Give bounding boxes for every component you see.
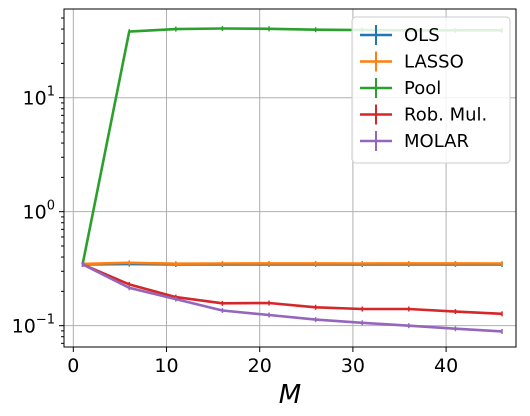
x-tick-label: 10 bbox=[154, 355, 178, 377]
x-tick-label: 0 bbox=[67, 355, 79, 377]
x-tick-label: 20 bbox=[248, 355, 272, 377]
x-axis-label: M bbox=[279, 380, 301, 410]
axis-ticks: 0 10 20 30 40 10−1 100 101 bbox=[12, 17, 458, 377]
y-tick-label: 10−1 bbox=[12, 313, 55, 338]
legend-label-pool: Pool bbox=[404, 78, 441, 99]
series-line-rob-mul bbox=[82, 263, 503, 316]
legend-box bbox=[351, 16, 511, 164]
legend-label-molar: MOLAR bbox=[404, 131, 469, 152]
series-line-molar bbox=[82, 263, 503, 333]
series-line-lasso bbox=[82, 261, 503, 266]
legend-label-ols: OLS bbox=[404, 25, 440, 46]
legend-label-lasso: LASSO bbox=[404, 52, 464, 73]
x-tick-label: 30 bbox=[341, 355, 365, 377]
plot-frame bbox=[63, 8, 517, 348]
y-tick-label: 101 bbox=[23, 85, 55, 110]
legend: OLS LASSO Pool Rob. Mul. MOLAR bbox=[351, 16, 511, 164]
legend-label-rob-mul: Rob. Mul. bbox=[404, 105, 487, 126]
y-tick-label: 100 bbox=[23, 199, 55, 224]
x-tick-label: 40 bbox=[434, 355, 458, 377]
